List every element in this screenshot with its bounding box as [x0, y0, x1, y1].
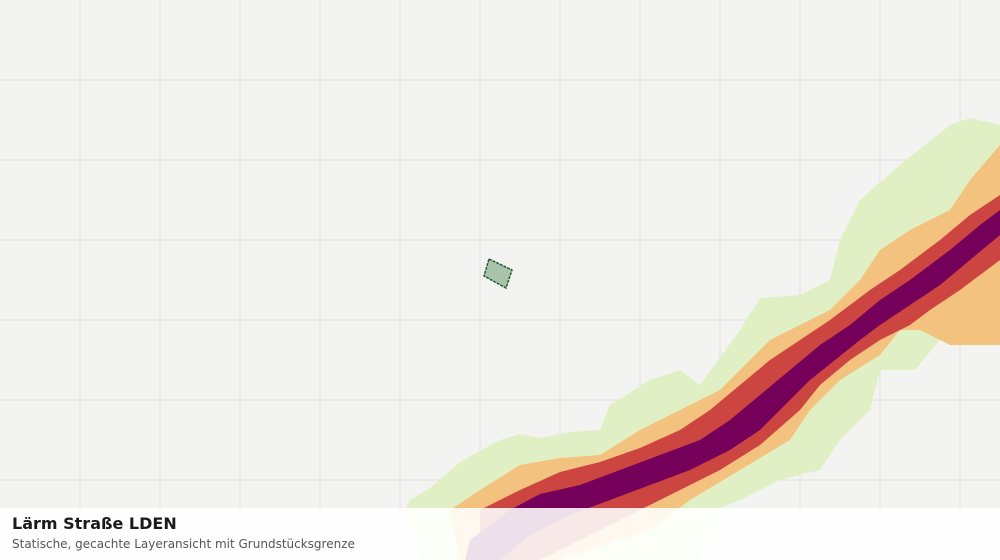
parcel-boundary[interactable] [483, 257, 513, 290]
layer-subtitle: Statische, gecachte Layeransicht mit Gru… [12, 537, 355, 551]
noise-band-high [480, 195, 1000, 560]
caption-panel [0, 508, 1000, 560]
noise-band-medium [450, 145, 1000, 560]
noise-band-low [405, 118, 1000, 560]
layer-title: Lärm Straße LDEN [12, 514, 177, 533]
